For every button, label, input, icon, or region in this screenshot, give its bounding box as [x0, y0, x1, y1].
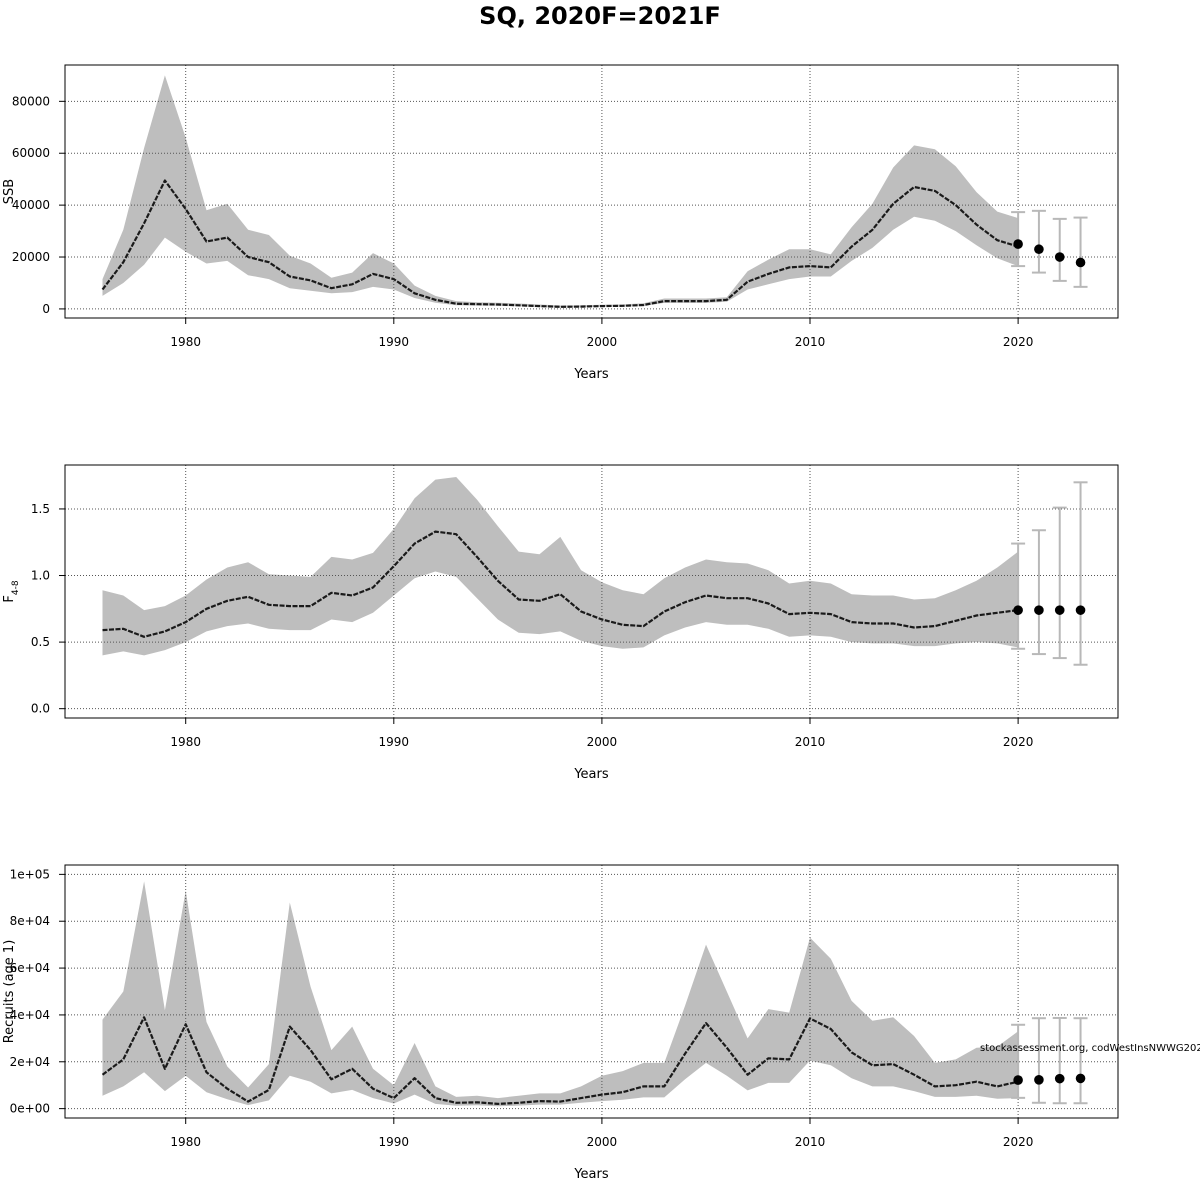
recruits-xlabel: Years	[573, 1167, 609, 1182]
ssb-plot-frame	[64, 64, 1119, 319]
fbar-xtick-label: 2020	[1003, 735, 1034, 749]
fbar-ylabel-subscript: 4-8	[11, 580, 21, 595]
ssb-xtick-label: 1990	[379, 335, 410, 349]
ssb-forecast-point	[1075, 257, 1086, 268]
fbar-ylabel: F4-8	[2, 580, 21, 602]
fbar-xtick-label: 1990	[379, 735, 410, 749]
fbar-ytick-label: 1.0	[31, 569, 50, 583]
figure-title: SQ, 2020F=2021F	[479, 2, 721, 30]
ssb-xtick-label: 2000	[587, 335, 618, 349]
recruits-ytick-label: 0e+00	[10, 1102, 50, 1116]
fbar-xtick-label: 2000	[587, 735, 618, 749]
fbar-ytick-label: 0.0	[31, 702, 50, 716]
ssb-ylabel: SSB	[2, 179, 17, 204]
fbar-forecast-point	[1075, 605, 1086, 615]
fbar-forecast-point	[1034, 605, 1044, 615]
recruits-xtick-label: 2020	[1003, 1135, 1034, 1149]
ssb-ytick-label: 0	[42, 302, 50, 316]
recruits-ytick-label: 6e+04	[10, 961, 50, 975]
recruits-forecast-point	[1075, 1073, 1086, 1084]
recruits-forecast-point	[1013, 1075, 1023, 1085]
fbar-xtick-label: 1980	[170, 735, 201, 749]
chart-panel-recruits: 1980 1990 2000 2010 2020 0e+00 2e+04 4e+04 6e+04…	[2, 864, 1119, 1182]
fbar-xtick-label: 2010	[795, 735, 826, 749]
recruits-forecast-point	[1034, 1075, 1044, 1085]
chart-panel-ssb: 1980 1990 2000 2010 2020 0 20000 40000 60000 8000…	[2, 64, 1119, 382]
recruits-plot-frame	[64, 864, 1119, 1119]
ssb-ytick-label: 80000	[12, 94, 50, 108]
ssb-forecast-point	[1034, 244, 1044, 255]
recruits-xtick-label: 1990	[379, 1135, 410, 1149]
fbar-plot-frame	[64, 464, 1119, 719]
recruits-ytick-label: 1e+05	[10, 867, 50, 881]
ssb-series-line	[101, 179, 1019, 308]
recruits-ytick-label: 2e+04	[10, 1055, 50, 1069]
ssb-xtick-label: 1980	[170, 335, 201, 349]
fbar-ytick-label: 1.5	[31, 502, 50, 516]
ssb-forecast-point	[1013, 239, 1023, 249]
ssb-confidence-band	[102, 75, 1019, 308]
ssb-ytick-label: 60000	[12, 146, 50, 160]
fbar-confidence-band	[102, 477, 1019, 656]
recruits-ytick-label: 8e+04	[10, 914, 50, 928]
recruits-series-line	[101, 1016, 1019, 1106]
ssb-xtick-label: 2020	[1003, 335, 1034, 349]
fbar-forecast-point	[1013, 605, 1023, 615]
ssb-xtick-label: 2010	[795, 335, 826, 349]
recruits-confidence-band	[102, 881, 1019, 1107]
recruits-xtick-label: 2000	[587, 1135, 618, 1149]
fbar-forecast-point	[1054, 605, 1065, 615]
recruits-xtick-label: 2010	[795, 1135, 826, 1149]
recruits-forecast-point	[1054, 1073, 1065, 1084]
recruits-xtick-label: 1980	[170, 1135, 201, 1149]
recruits-ytick-label: 4e+04	[10, 1008, 50, 1022]
ssb-xlabel: Years	[573, 367, 609, 382]
ssb-ytick-label: 40000	[12, 198, 50, 212]
fbar-series-line	[102, 530, 1019, 638]
credit-note: stockassessment.org, codWestInsNWWG2021	[980, 1043, 1200, 1054]
fbar-ytick-label: 0.5	[31, 635, 50, 649]
chart-panel-fbar: 1980 1990 2000 2010 2020 0.0 0.5 1.0 1.5 Years F4-…	[2, 464, 1119, 782]
fbar-xlabel: Years	[573, 767, 609, 782]
recruits-ylabel: Recruits (age 1)	[2, 940, 17, 1044]
ssb-ytick-label: 20000	[12, 250, 50, 264]
ssb-forecast-point	[1054, 252, 1065, 262]
